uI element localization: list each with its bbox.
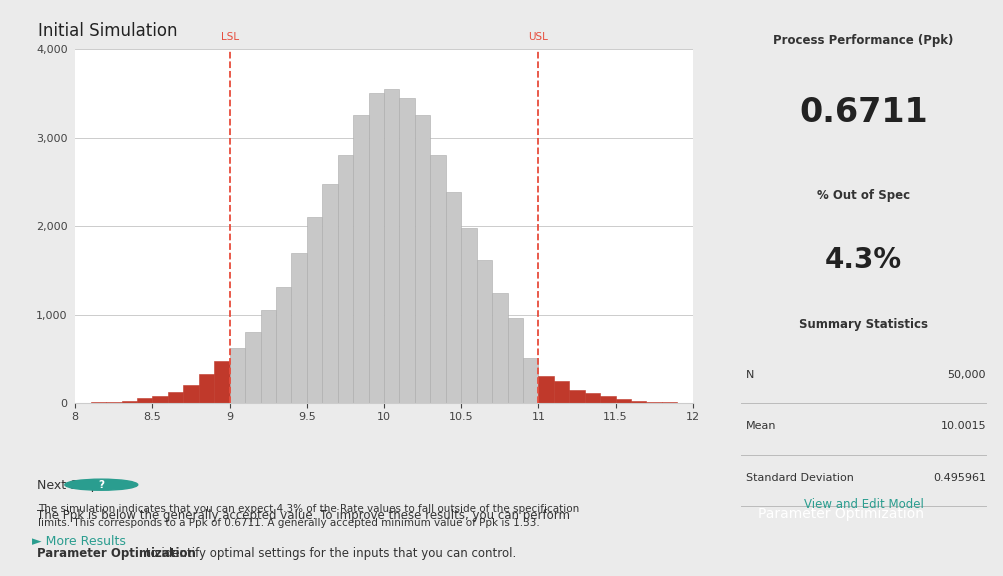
Text: Parameter Optimization: Parameter Optimization — [37, 547, 196, 560]
Text: ?: ? — [98, 480, 104, 490]
Bar — [137, 399, 152, 403]
Bar — [600, 396, 615, 403]
Text: Initial Simulation: Initial Simulation — [38, 22, 178, 40]
Bar — [276, 287, 291, 403]
Bar — [646, 402, 661, 403]
Bar — [476, 260, 491, 403]
Text: 0.495961: 0.495961 — [932, 472, 985, 483]
Bar — [569, 390, 584, 403]
Bar — [399, 98, 414, 403]
Bar — [245, 332, 261, 403]
Bar — [353, 115, 368, 403]
Bar — [554, 381, 569, 403]
Bar — [584, 393, 600, 403]
Bar — [460, 228, 476, 403]
Text: USL: USL — [528, 32, 548, 42]
Bar — [106, 402, 121, 403]
Text: ► More Results: ► More Results — [32, 535, 125, 548]
Bar — [384, 89, 399, 403]
Bar — [368, 93, 383, 403]
Text: The Ppk is below the generally accepted value. To improve these results, you can: The Ppk is below the generally accepted … — [37, 509, 570, 522]
Bar — [538, 376, 554, 403]
Text: Mean: Mean — [745, 421, 775, 431]
Bar — [414, 115, 430, 403]
Bar — [230, 348, 245, 403]
Bar — [508, 318, 523, 403]
Circle shape — [65, 479, 137, 490]
Bar — [199, 374, 214, 403]
Bar — [307, 217, 322, 403]
Bar — [615, 399, 630, 403]
Bar — [214, 361, 230, 403]
Bar — [430, 156, 445, 403]
Text: Process Performance (Ppk): Process Performance (Ppk) — [772, 35, 953, 47]
Bar — [322, 184, 337, 403]
Text: 0.6711: 0.6711 — [798, 96, 927, 129]
Bar — [631, 400, 646, 403]
Text: 10.0015: 10.0015 — [940, 421, 985, 431]
Text: Parameter Optimization: Parameter Optimization — [757, 507, 923, 521]
Bar — [168, 392, 184, 403]
Text: to identify optimal settings for the inputs that you can control.: to identify optimal settings for the inp… — [141, 547, 516, 560]
Bar — [152, 396, 168, 403]
Text: N: N — [745, 370, 753, 380]
Text: 4.3%: 4.3% — [824, 246, 901, 274]
Bar — [260, 310, 276, 403]
Bar — [337, 156, 353, 403]
Text: Standard Deviation: Standard Deviation — [745, 472, 853, 483]
Bar — [121, 400, 136, 403]
Text: Summary Statistics: Summary Statistics — [798, 318, 927, 331]
Text: LSL: LSL — [221, 32, 239, 42]
Bar — [445, 192, 460, 403]
Text: The simulation indicates that you can expect 4.3% of the Rate values to fall out: The simulation indicates that you can ex… — [38, 504, 579, 528]
Text: Next Steps: Next Steps — [37, 479, 105, 492]
Bar — [184, 385, 199, 403]
Text: View and Edit Model: View and Edit Model — [802, 498, 923, 511]
Bar — [291, 253, 307, 403]
Text: 50,000: 50,000 — [947, 370, 985, 380]
Bar — [523, 358, 538, 403]
Text: % Out of Spec: % Out of Spec — [816, 189, 909, 202]
Bar — [491, 293, 507, 403]
